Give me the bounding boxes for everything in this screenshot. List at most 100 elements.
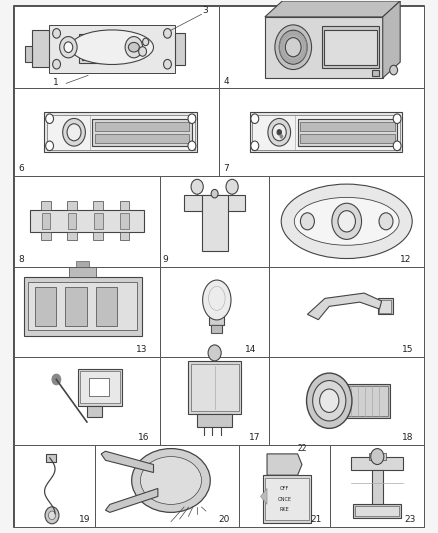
Bar <box>68 213 77 229</box>
Bar <box>175 33 185 64</box>
Ellipse shape <box>132 449 210 512</box>
Bar <box>41 232 51 240</box>
Bar <box>252 115 400 150</box>
Circle shape <box>313 381 346 421</box>
Circle shape <box>163 60 171 69</box>
Bar <box>324 30 377 65</box>
Text: 17: 17 <box>249 433 261 442</box>
Bar <box>297 119 397 146</box>
Bar <box>269 266 424 357</box>
Bar <box>94 213 102 229</box>
Bar <box>329 384 390 418</box>
Polygon shape <box>267 454 302 475</box>
Bar <box>82 38 92 60</box>
Circle shape <box>143 38 149 46</box>
Text: 18: 18 <box>402 433 413 442</box>
Circle shape <box>125 37 143 58</box>
Bar <box>95 287 117 326</box>
Bar <box>219 88 424 176</box>
Circle shape <box>52 374 61 385</box>
Ellipse shape <box>294 197 399 245</box>
Circle shape <box>64 42 73 53</box>
Bar <box>191 364 239 411</box>
Bar <box>14 357 160 445</box>
Circle shape <box>188 114 196 124</box>
Bar <box>46 454 57 462</box>
Bar <box>78 369 122 406</box>
Bar <box>356 506 399 516</box>
Bar <box>81 372 120 403</box>
Bar <box>330 445 424 527</box>
Bar <box>219 6 424 88</box>
Bar <box>94 38 103 60</box>
Circle shape <box>45 507 59 524</box>
Bar <box>368 453 386 461</box>
Text: RKE: RKE <box>279 507 290 512</box>
Circle shape <box>63 118 85 146</box>
Bar <box>353 504 401 518</box>
Bar <box>329 386 388 416</box>
Bar <box>14 266 160 357</box>
Polygon shape <box>261 488 267 504</box>
Circle shape <box>46 114 53 124</box>
Bar <box>14 176 160 266</box>
Circle shape <box>139 47 147 56</box>
Ellipse shape <box>71 30 153 64</box>
Text: 23: 23 <box>404 515 416 524</box>
Bar <box>120 200 129 210</box>
Text: 21: 21 <box>310 515 321 524</box>
Text: 16: 16 <box>138 433 149 442</box>
Bar <box>24 277 141 336</box>
Text: 13: 13 <box>135 345 147 354</box>
Bar <box>160 266 269 357</box>
Circle shape <box>46 141 53 151</box>
Text: 19: 19 <box>79 515 90 524</box>
Bar <box>14 88 219 176</box>
Circle shape <box>280 135 283 138</box>
Circle shape <box>286 38 301 57</box>
Bar <box>67 232 77 240</box>
Bar <box>93 232 103 240</box>
Circle shape <box>332 203 361 239</box>
Polygon shape <box>383 1 400 78</box>
Ellipse shape <box>281 184 412 259</box>
Bar <box>65 287 87 326</box>
Circle shape <box>390 65 398 75</box>
Text: OFF: OFF <box>280 486 289 491</box>
Bar <box>14 445 95 527</box>
Circle shape <box>211 189 218 198</box>
Circle shape <box>268 118 290 146</box>
Circle shape <box>320 389 339 413</box>
Circle shape <box>393 141 401 151</box>
Circle shape <box>338 211 356 232</box>
Bar <box>321 27 379 68</box>
Bar <box>32 30 49 67</box>
Text: 9: 9 <box>162 255 168 264</box>
Bar <box>209 316 224 325</box>
Circle shape <box>371 449 384 465</box>
Bar <box>197 414 232 427</box>
Circle shape <box>251 114 259 124</box>
Bar <box>269 176 424 266</box>
Bar <box>326 398 333 404</box>
Text: 7: 7 <box>223 165 229 173</box>
Bar <box>46 115 195 150</box>
Circle shape <box>393 114 401 124</box>
Polygon shape <box>307 293 381 320</box>
Bar <box>120 232 129 240</box>
Bar <box>120 213 129 229</box>
Bar <box>188 361 241 414</box>
Circle shape <box>251 141 259 151</box>
Polygon shape <box>265 1 400 17</box>
Bar <box>265 17 383 78</box>
Polygon shape <box>106 488 158 512</box>
Bar <box>351 457 403 470</box>
Bar <box>372 470 382 507</box>
Bar <box>201 195 228 251</box>
Bar <box>49 25 175 72</box>
Bar <box>250 112 403 152</box>
Ellipse shape <box>128 43 139 52</box>
Text: 14: 14 <box>245 345 256 354</box>
Bar <box>28 282 137 330</box>
Bar <box>239 445 330 527</box>
